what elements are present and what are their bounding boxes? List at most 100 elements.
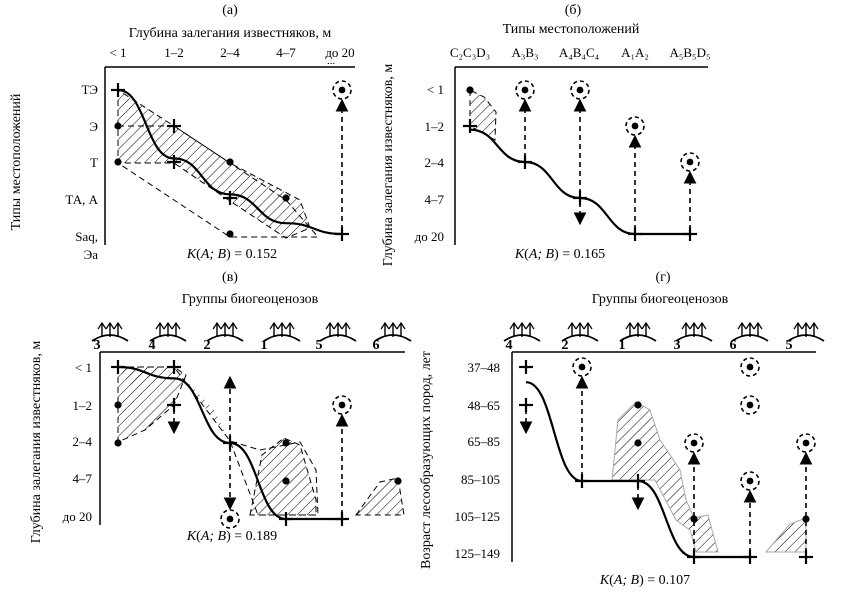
panel-b-xtick-0: C₂C₃D₃ [450, 45, 490, 60]
dot-point-d-3 [802, 515, 810, 523]
branch-icon-icons-d-2-2 [641, 321, 651, 330]
panel-a-cross-points [111, 83, 349, 241]
panel-d-title: Группы биогеоценозов [592, 292, 729, 307]
branch-icon-icons-c-1-2 [171, 321, 181, 330]
panel-c-ytick-2: 2–4 [73, 434, 93, 449]
branch-icon-icons-d-5-2 [809, 321, 819, 330]
panel-c-hatched-area-3 [249, 437, 317, 516]
isolated-dot-b-3 [686, 158, 694, 166]
coefficient-paren-open-d: ( [609, 573, 614, 588]
isolated-dot-d-5 [802, 439, 810, 447]
panel-a-ytick-5: Эа [84, 247, 99, 262]
panel-c-coefficient: K(A; B) = 0.189 [186, 529, 277, 544]
panel-b-ytick-0: < 1 [427, 82, 444, 97]
panel-d-xtick-5: 5 [786, 338, 793, 353]
isolated-dot-b-0 [521, 86, 529, 94]
branch-icon-icons-c-3-0 [269, 321, 279, 330]
branch-icon-icons-d-0-1 [517, 321, 527, 330]
branch-icon-icons-d-4-2 [753, 321, 763, 330]
coefficient-args-c: A; B [200, 529, 227, 544]
branch-icon-icons-c-0-2 [113, 321, 123, 330]
panel-b-xtick-4: A₅B₅D₅ [669, 45, 710, 60]
panel-b-ytick-1: 1–2 [425, 119, 445, 134]
panel-b-isolated-points [515, 80, 700, 172]
branch-icon-icons-c-5-1 [388, 321, 398, 330]
panel-c-xtick-0: 3 [94, 338, 101, 353]
panel-b: (б) Типы местоположений Глубина залегани… [381, 3, 711, 266]
panel-a-ytick-4: Saq, [75, 229, 98, 244]
branch-icon-icons-c-4-1 [333, 321, 343, 330]
panel-c-ylabel: Глубина залегания известняков, м [29, 341, 44, 544]
panel-a-title: Глубина залегания известняков, м [129, 26, 332, 41]
branch-icon-icons-c-5-0 [380, 321, 390, 330]
panel-c-biogeocenosis-icons [91, 321, 412, 342]
isolated-dot-d-3 [746, 401, 754, 409]
coefficient-paren-open-c: ( [196, 529, 201, 544]
branch-icon-icons-d-1-1 [575, 321, 585, 330]
panel-d-ytick-0: 37–48 [468, 360, 501, 375]
panel-b-ytick-2: 2–4 [425, 155, 445, 170]
coefficient-paren-close-d: ) = [639, 573, 659, 588]
trend-line-a [117, 88, 343, 236]
panel-a-xtick-4: до 20 [325, 45, 354, 60]
panel-d-ytick-4: 105–125 [455, 509, 501, 524]
isolated-dot-d-0 [578, 363, 586, 371]
panel-d-ytick-3: 85–105 [461, 472, 500, 487]
branch-icon-icons-c-3-2 [285, 321, 295, 330]
panel-c-xtick-5: 6 [373, 338, 380, 353]
panel-c-xtick-2: 2 [204, 338, 211, 353]
panel-c-isolated-arrows [167, 375, 349, 515]
dot-point-d-2 [690, 515, 698, 523]
panel-b-ytick-3: 4–7 [425, 192, 445, 207]
coefficient-args-d: A; B [613, 573, 640, 588]
isolated-dot-a-0 [338, 86, 346, 94]
panel-a-coefficient: K(A; B) = 0.152 [186, 247, 277, 262]
branch-icon-icons-c-2-1 [220, 321, 230, 330]
branch-icon-icons-d-1-2 [583, 321, 593, 330]
panel-a-isolated-points [332, 80, 352, 100]
panel-d-ylabel: Возраст лесообразующих пород, лет [419, 351, 434, 569]
branch-icon-icons-d-3-1 [689, 321, 699, 330]
branch-icon-icons-d-4-1 [745, 321, 755, 330]
panel-a-ytick-2: Т [90, 155, 98, 170]
panel-c-isolated-points [220, 395, 352, 529]
panel-b-isolated-arrows [518, 98, 697, 230]
panel-d-ytick-1: 48–65 [468, 398, 501, 413]
dot-point-d-1 [634, 439, 642, 447]
dot-point-c-0 [114, 401, 122, 409]
branch-icon-icons-c-2-2 [228, 321, 238, 330]
dot-point-b-0 [466, 86, 474, 94]
dot-point-a-2 [226, 158, 234, 166]
panel-b-xtick-1: A₃B₃ [511, 45, 538, 60]
panel-d-xtick-0: 4 [506, 338, 513, 353]
branch-icon-icons-c-3-1 [277, 321, 287, 330]
isolated-ring-d-3 [740, 395, 760, 415]
coefficient-paren-close-a: ) = [226, 247, 246, 262]
dot-point-c-2 [282, 439, 290, 447]
branch-icon-icons-d-3-2 [697, 321, 707, 330]
panel-b-title: Типы местоположений [503, 22, 640, 37]
isolated-ring-d-2 [740, 357, 760, 377]
isolated-dot-c-0 [226, 515, 234, 523]
coefficient-value-a: 0.152 [246, 247, 278, 262]
panel-c-ytick-3: 4–7 [73, 471, 93, 486]
branch-icon-icons-d-2-1 [633, 321, 643, 330]
panel-b-cross-points [463, 119, 697, 241]
branch-icon-icons-c-1-0 [155, 321, 165, 330]
branch-icon-icons-c-0-0 [97, 321, 107, 330]
branch-icon-icons-c-2-0 [212, 321, 222, 330]
panel-c-dot-points [114, 401, 402, 485]
panel-a-xtick-extra: ... [327, 55, 336, 67]
panel-c-hatched-area-4 [355, 477, 405, 516]
panel-c-hatched-area-5 [118, 367, 230, 441]
panel-d-dot-points [634, 401, 810, 523]
panel-a-ytick-0: ТЭ [81, 82, 98, 97]
panel-a-ytick-3: ТА, А [65, 192, 98, 207]
panel-c: (в) Группы биогеоценозов Глубина залеган… [29, 270, 412, 544]
coefficient-paren-close-c: ) = [226, 529, 246, 544]
isolated-dot-b-2 [631, 122, 639, 130]
panel-c-xtick-4: 5 [316, 338, 323, 353]
panel-d: (г) Группы биогеоценозов Возраст лесообр… [419, 270, 825, 588]
branch-icon-icons-d-5-1 [801, 321, 811, 330]
